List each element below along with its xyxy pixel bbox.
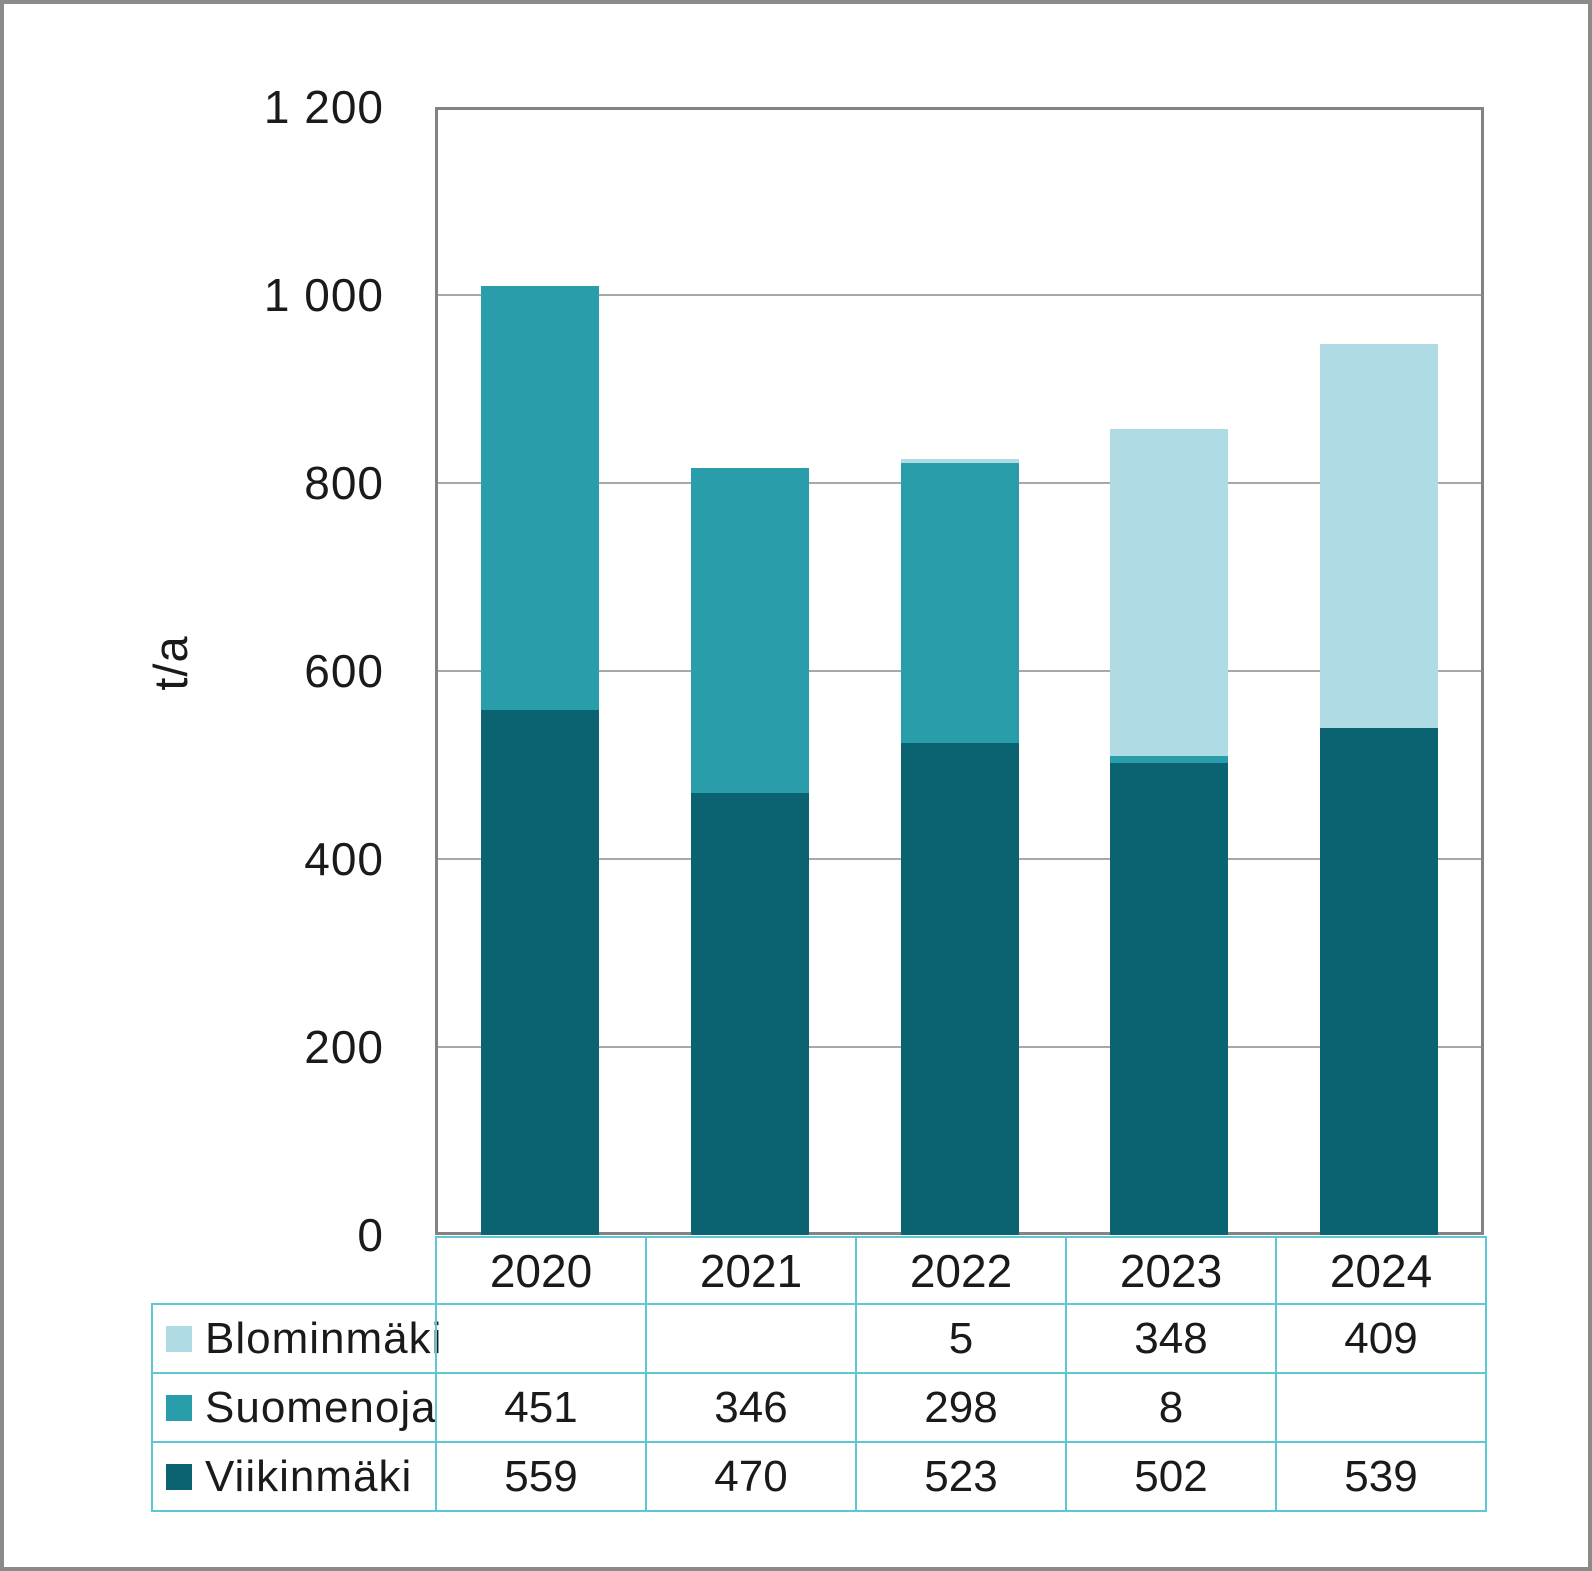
year-header-cell-2023: 2023 <box>1065 1236 1277 1305</box>
value-cell-Suomenoja-2020: 451 <box>435 1372 647 1443</box>
year-header-cell-2024: 2024 <box>1275 1236 1487 1305</box>
gridline-1000 <box>435 294 1484 296</box>
chart-stage: t/a 0 200 400 600 800 1 000 1 200 2020 2021 2022… <box>4 4 1588 1567</box>
row-label-cell-Blominmäki: Blominmäki <box>151 1303 441 1374</box>
bar-segment-Blominmäki-2024 <box>1320 343 1439 729</box>
bar-segment-Suomenoja-2022 <box>900 463 1019 744</box>
table-row-Suomenoja: Suomenoja 451 346 298 8 <box>151 1372 1487 1443</box>
value-cell-Suomenoja-2024 <box>1275 1372 1487 1443</box>
y-tick-label-200: 200 <box>304 1021 384 1073</box>
row-label-text: Blominmäki <box>205 1313 443 1363</box>
table-row-Blominmäki: Blominmäki 5 348 409 <box>151 1303 1487 1374</box>
row-label-text: Suomenoja <box>205 1382 437 1432</box>
value-cell-Suomenoja-2021: 346 <box>645 1372 857 1443</box>
bar-segment-Viikinmäki-2024 <box>1320 728 1439 1235</box>
year-header-cell-2020: 2020 <box>435 1236 647 1305</box>
y-tick-label-800: 800 <box>304 457 384 509</box>
bar-segment-Viikinmäki-2023 <box>1110 763 1229 1235</box>
bar-segment-Suomenoja-2020 <box>480 285 599 710</box>
row-label-text: Viikinmäki <box>205 1451 413 1501</box>
value-cell-Viikinmäki-2022: 523 <box>855 1441 1067 1512</box>
value-cell-Viikinmäki-2023: 502 <box>1065 1441 1277 1512</box>
year-header-cell-2022: 2022 <box>855 1236 1067 1305</box>
value-cell-Blominmäki-2024: 409 <box>1275 1303 1487 1374</box>
table-row-Viikinmäki: Viikinmäki 559 470 523 502 539 <box>151 1441 1487 1512</box>
value-cell-Suomenoja-2022: 298 <box>855 1372 1067 1443</box>
value-cell-Blominmäki-2023: 348 <box>1065 1303 1277 1374</box>
bar-segment-Suomenoja-2023 <box>1110 755 1229 764</box>
bar-segment-Viikinmäki-2022 <box>900 743 1019 1235</box>
value-cell-Viikinmäki-2020: 559 <box>435 1441 647 1512</box>
y-tick-label-400: 400 <box>304 833 384 885</box>
bars-layer <box>435 107 1484 1235</box>
legend-swatch-Suomenoja <box>166 1394 192 1421</box>
bar-segment-Suomenoja-2021 <box>690 467 809 794</box>
bar-segment-Viikinmäki-2020 <box>480 709 599 1235</box>
bar-segment-Blominmäki-2022 <box>900 458 1019 464</box>
value-cell-Viikinmäki-2024: 539 <box>1275 1441 1487 1512</box>
year-header-cell-2021: 2021 <box>645 1236 857 1305</box>
y-tick-label-1000: 1 000 <box>263 269 384 321</box>
plot-area <box>435 107 1484 1235</box>
y-tick-label-600: 600 <box>304 645 384 697</box>
value-cell-Blominmäki-2020 <box>435 1303 647 1374</box>
value-cell-Suomenoja-2023: 8 <box>1065 1372 1277 1443</box>
bar-segment-Blominmäki-2023 <box>1110 428 1229 756</box>
bar-segment-Viikinmäki-2021 <box>690 793 809 1235</box>
legend-swatch-Blominmäki <box>166 1325 192 1352</box>
value-cell-Blominmäki-2022: 5 <box>855 1303 1067 1374</box>
y-tick-label-1200: 1 200 <box>263 81 384 133</box>
value-cell-Blominmäki-2021 <box>645 1303 857 1374</box>
row-label-cell-Viikinmäki: Viikinmäki <box>151 1441 437 1512</box>
y-tick-label-0: 0 <box>357 1209 384 1261</box>
row-label-cell-Suomenoja: Suomenoja <box>151 1372 437 1443</box>
legend-swatch-Viikinmäki <box>166 1463 192 1490</box>
table-year-row: 2020 2021 2022 2023 2024 <box>435 1236 1487 1305</box>
value-cell-Viikinmäki-2021: 470 <box>645 1441 857 1512</box>
